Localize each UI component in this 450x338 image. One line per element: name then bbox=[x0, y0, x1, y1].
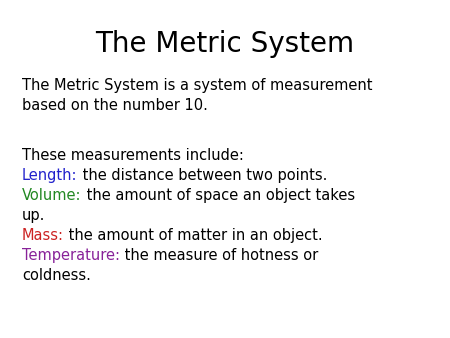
Text: the amount of space an object takes: the amount of space an object takes bbox=[81, 188, 355, 203]
Text: coldness.: coldness. bbox=[22, 268, 91, 283]
Text: up.: up. bbox=[22, 208, 45, 223]
Text: the measure of hotness or: the measure of hotness or bbox=[120, 248, 318, 263]
Text: the amount of matter in an object.: the amount of matter in an object. bbox=[64, 228, 323, 243]
Text: Length:: Length: bbox=[22, 168, 77, 183]
Text: The Metric System: The Metric System bbox=[95, 30, 355, 58]
Text: the distance between two points.: the distance between two points. bbox=[77, 168, 327, 183]
Text: The Metric System is a system of measurement: The Metric System is a system of measure… bbox=[22, 78, 373, 93]
Text: based on the number 10.: based on the number 10. bbox=[22, 98, 208, 113]
Text: These measurements include:: These measurements include: bbox=[22, 148, 244, 163]
Text: Volume:: Volume: bbox=[22, 188, 81, 203]
Text: Temperature:: Temperature: bbox=[22, 248, 120, 263]
Text: Mass:: Mass: bbox=[22, 228, 64, 243]
